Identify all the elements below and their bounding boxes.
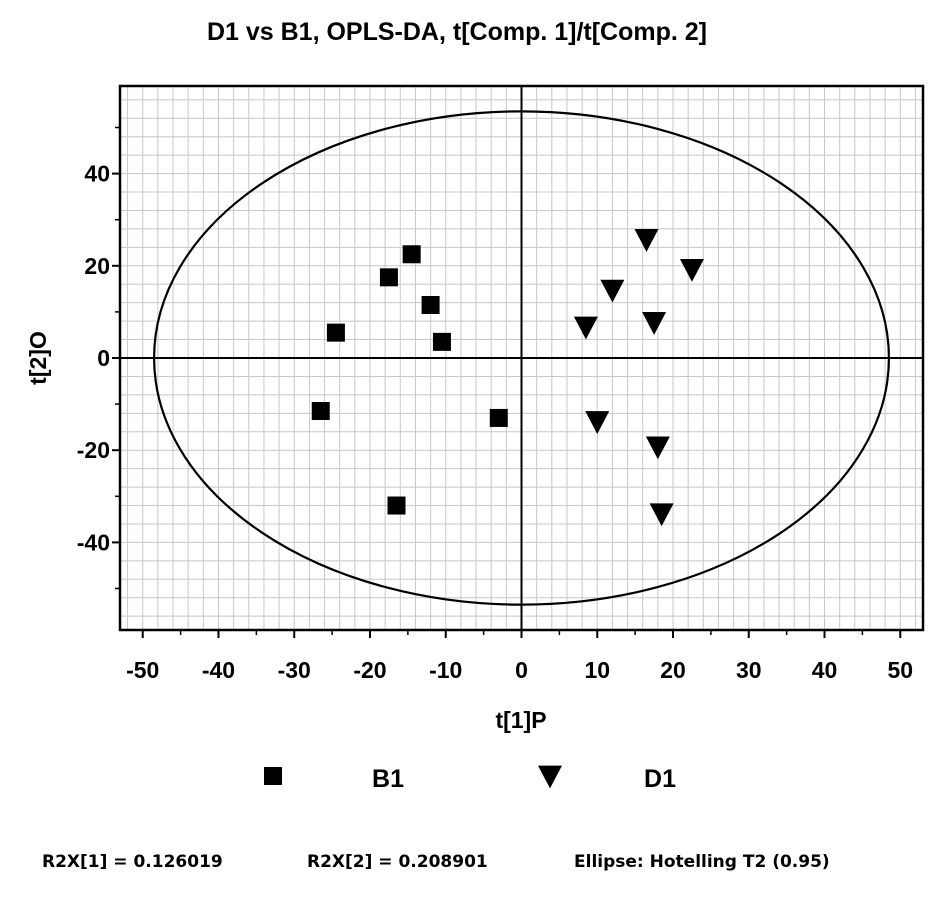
point-B1 bbox=[379, 268, 398, 287]
point-D1 bbox=[573, 316, 598, 340]
x-tick-label: -40 bbox=[202, 657, 235, 683]
point-D1 bbox=[642, 312, 667, 335]
x-tick-label: 50 bbox=[887, 657, 913, 683]
legend-marker-B1 bbox=[264, 767, 282, 785]
point-D1 bbox=[634, 229, 659, 252]
r2x1-text: R2X[1] = 0.126019 bbox=[42, 852, 223, 872]
x-axis-label: t[1]P bbox=[495, 707, 546, 733]
x-tick-label: -30 bbox=[278, 657, 311, 683]
point-B1 bbox=[387, 496, 406, 515]
legend-label-D1: D1 bbox=[644, 765, 676, 793]
ellipse-caption: Ellipse: Hotelling T2 (0.95) bbox=[574, 852, 830, 872]
x-tick-label: 10 bbox=[584, 657, 610, 683]
point-D1 bbox=[600, 279, 625, 303]
y-tick-label: 0 bbox=[97, 345, 110, 371]
x-tick-label: -50 bbox=[126, 657, 159, 683]
chart-title: D1 vs B1, OPLS-DA, t[Comp. 1]/t[Comp. 2] bbox=[207, 18, 707, 46]
hotelling-ellipse bbox=[152, 110, 891, 606]
data-points bbox=[311, 229, 704, 527]
x-tick-label: 20 bbox=[660, 657, 686, 683]
r2x2-text: R2X[2] = 0.208901 bbox=[307, 852, 488, 872]
y-tick-labels: -40 -20 0 20 40 bbox=[77, 161, 110, 556]
legend-marker-D1 bbox=[538, 765, 562, 789]
x-tick-labels: -50 -40 -30 -20 -10 0 10 20 30 40 50 bbox=[126, 657, 913, 683]
point-D1 bbox=[645, 436, 670, 460]
legend: B1 D1 bbox=[264, 765, 676, 793]
point-B1 bbox=[326, 323, 345, 342]
x-tick-label: -10 bbox=[429, 657, 462, 683]
point-B1 bbox=[311, 402, 330, 421]
y-tick-label: -40 bbox=[77, 529, 110, 555]
y-tick-label: -20 bbox=[77, 437, 110, 463]
hotelling-ellipse-layer bbox=[152, 110, 891, 606]
point-B1 bbox=[432, 332, 451, 351]
y-axis-label: t[2]O bbox=[25, 331, 51, 385]
y-tick-label: 40 bbox=[84, 161, 110, 187]
x-tick-label: 40 bbox=[812, 657, 838, 683]
point-B1 bbox=[402, 245, 421, 264]
x-tick-label: -20 bbox=[353, 657, 386, 683]
point-D1 bbox=[585, 411, 610, 434]
axes bbox=[112, 84, 925, 638]
point-D1 bbox=[649, 503, 674, 527]
point-B1 bbox=[489, 408, 508, 427]
x-tick-label: 0 bbox=[515, 657, 528, 683]
point-D1 bbox=[679, 259, 704, 282]
legend-label-B1: B1 bbox=[372, 765, 404, 793]
point-B1 bbox=[421, 295, 440, 314]
x-tick-label: 30 bbox=[736, 657, 762, 683]
y-tick-label: 20 bbox=[84, 253, 110, 279]
